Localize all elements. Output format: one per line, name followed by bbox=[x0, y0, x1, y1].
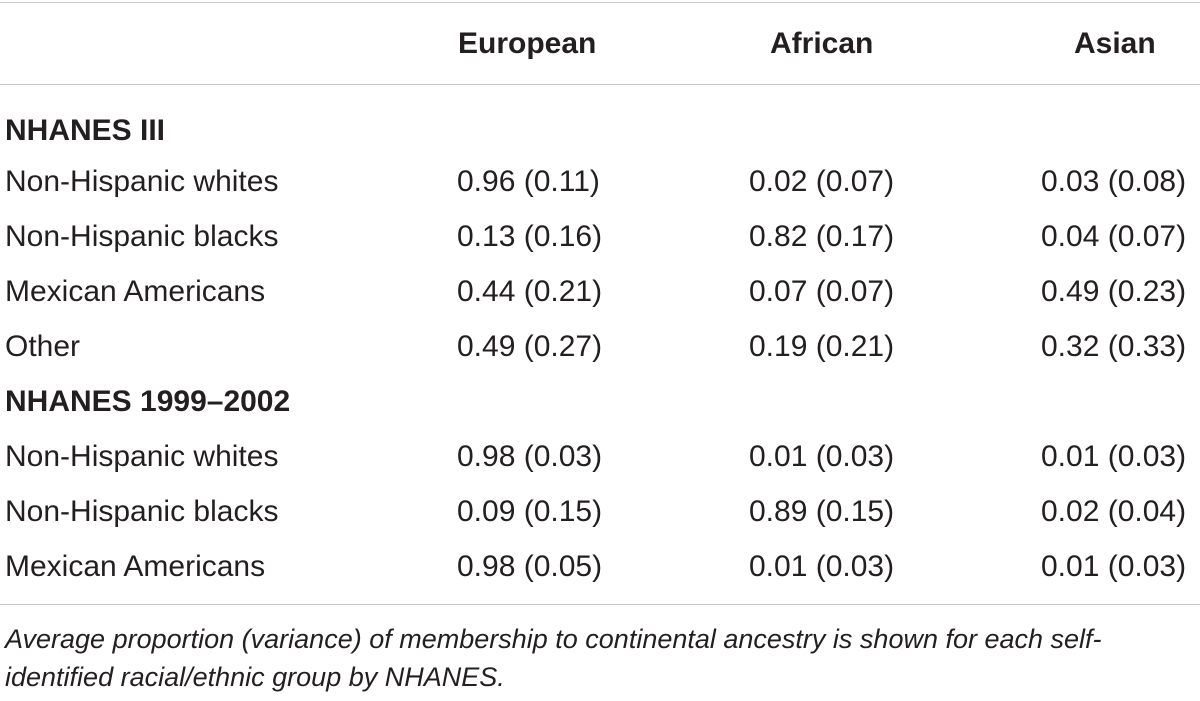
cell-asian: 0.04 (0.07) bbox=[1041, 220, 1187, 253]
row-label: Non-Hispanic whites bbox=[5, 165, 279, 198]
cell-african: 0.19 (0.21) bbox=[749, 330, 895, 363]
cell-asian: 0.32 (0.33) bbox=[1041, 330, 1187, 363]
cell-european: 0.96 (0.11) bbox=[457, 165, 600, 198]
column-header-african: African bbox=[770, 27, 874, 60]
table-row: Non-Hispanic blacks 0.13 (0.16) 0.82 (0.… bbox=[0, 209, 1200, 264]
cell-african: 0.01 (0.03) bbox=[749, 440, 895, 473]
cell-african: 0.01 (0.03) bbox=[749, 550, 895, 583]
table-row: Other 0.49 (0.27) 0.19 (0.21) 0.32 (0.33… bbox=[0, 319, 1200, 374]
cell-european: 0.44 (0.21) bbox=[457, 275, 603, 308]
table-footnote: Average proportion (variance) of members… bbox=[5, 624, 1102, 692]
row-label: Mexican Americans bbox=[5, 550, 266, 583]
cell-asian: 0.02 (0.04) bbox=[1041, 495, 1187, 528]
column-header-european: European bbox=[458, 27, 597, 60]
table-row: Non-Hispanic whites 0.96 (0.11) 0.02 (0.… bbox=[0, 154, 1200, 209]
table-row: Mexican Americans 0.98 (0.05) 0.01 (0.03… bbox=[0, 539, 1200, 594]
table-row: Non-Hispanic blacks 0.09 (0.15) 0.89 (0.… bbox=[0, 484, 1200, 539]
cell-african: 0.89 (0.15) bbox=[749, 495, 895, 528]
row-label: Non-Hispanic blacks bbox=[5, 495, 279, 528]
cell-european: 0.09 (0.15) bbox=[457, 495, 603, 528]
row-label: Mexican Americans bbox=[5, 275, 266, 308]
cell-african: 0.07 (0.07) bbox=[749, 275, 895, 308]
table-row: Mexican Americans 0.44 (0.21) 0.07 (0.07… bbox=[0, 264, 1200, 319]
cell-asian: 0.01 (0.03) bbox=[1041, 440, 1187, 473]
cell-asian: 0.49 (0.23) bbox=[1041, 275, 1187, 308]
header-rule bbox=[0, 84, 1200, 85]
row-label: Non-Hispanic blacks bbox=[5, 220, 279, 253]
cell-asian: 0.03 (0.08) bbox=[1041, 165, 1187, 198]
section-title: NHANES III bbox=[5, 114, 166, 147]
cell-european: 0.49 (0.27) bbox=[457, 330, 603, 363]
table-bottom-rule bbox=[0, 604, 1200, 605]
cell-european: 0.98 (0.05) bbox=[457, 550, 603, 583]
row-label: Other bbox=[5, 330, 81, 363]
cell-african: 0.82 (0.17) bbox=[749, 220, 895, 253]
cell-european: 0.98 (0.03) bbox=[457, 440, 603, 473]
section-row-nhanes-iii: NHANES III bbox=[0, 103, 1200, 158]
section-title: NHANES 1999–2002 bbox=[5, 385, 291, 418]
table-row: Non-Hispanic whites 0.98 (0.03) 0.01 (0.… bbox=[0, 429, 1200, 484]
cell-asian: 0.01 (0.03) bbox=[1041, 550, 1187, 583]
table-top-rule bbox=[0, 2, 1200, 3]
cell-european: 0.13 (0.16) bbox=[457, 220, 603, 253]
row-label: Non-Hispanic whites bbox=[5, 440, 279, 473]
cell-african: 0.02 (0.07) bbox=[749, 165, 895, 198]
column-header-asian: Asian bbox=[1074, 27, 1156, 60]
section-row-nhanes-1999-2002: NHANES 1999–2002 bbox=[0, 374, 1200, 429]
